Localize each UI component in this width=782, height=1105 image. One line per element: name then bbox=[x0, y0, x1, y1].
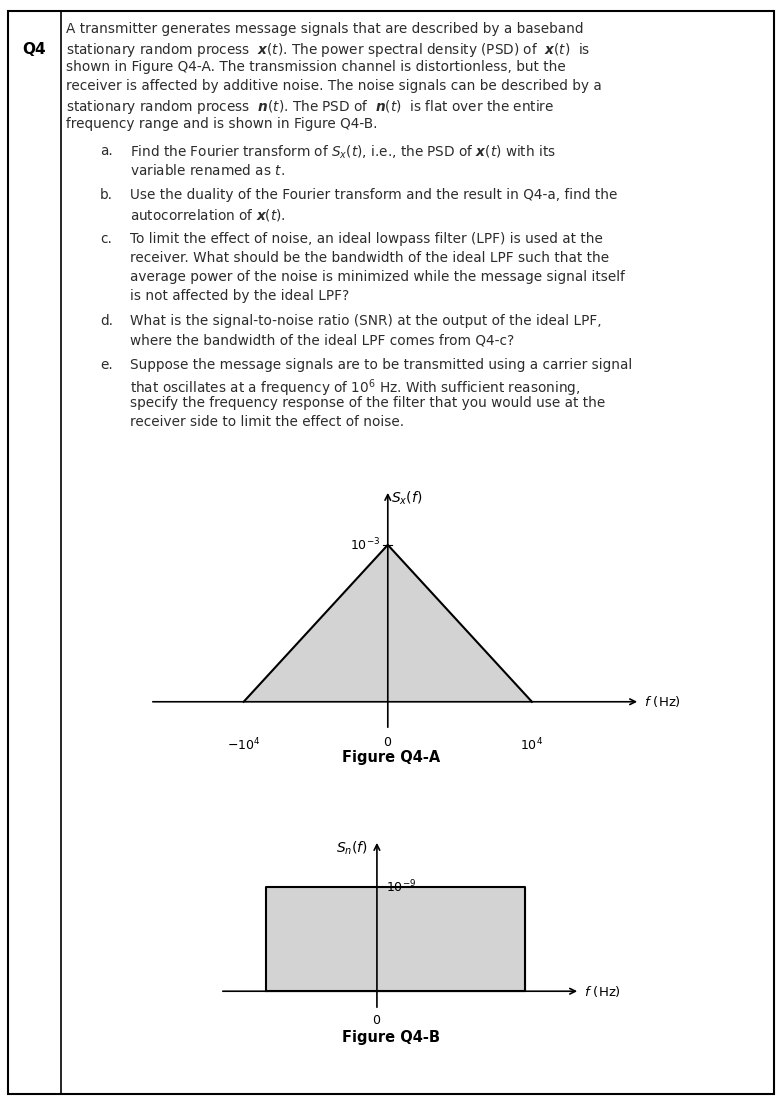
Text: $-10^4$: $-10^4$ bbox=[227, 736, 260, 753]
Text: $S_n(f)$: $S_n(f)$ bbox=[335, 840, 368, 857]
Text: autocorrelation of $\boldsymbol{x}(t)$.: autocorrelation of $\boldsymbol{x}(t)$. bbox=[130, 207, 285, 223]
Text: c.: c. bbox=[100, 232, 112, 246]
Text: specify the frequency response of the filter that you would use at the: specify the frequency response of the fi… bbox=[130, 396, 605, 410]
Text: A transmitter generates message signals that are described by a baseband: A transmitter generates message signals … bbox=[66, 22, 583, 36]
Polygon shape bbox=[266, 887, 525, 991]
Text: d.: d. bbox=[100, 314, 113, 328]
Text: Suppose the message signals are to be transmitted using a carrier signal: Suppose the message signals are to be tr… bbox=[130, 358, 633, 372]
Text: stationary random process  $\boldsymbol{x}(t)$. The power spectral density (PSD): stationary random process $\boldsymbol{x… bbox=[66, 41, 590, 59]
Text: receiver. What should be the bandwidth of the ideal LPF such that the: receiver. What should be the bandwidth o… bbox=[130, 251, 609, 265]
Text: To limit the effect of noise, an ideal lowpass filter (LPF) is used at the: To limit the effect of noise, an ideal l… bbox=[130, 232, 603, 246]
Text: a.: a. bbox=[100, 144, 113, 158]
Text: $0$: $0$ bbox=[372, 1014, 382, 1028]
Text: stationary random process  $\boldsymbol{n}(t)$. The PSD of  $\boldsymbol{n}(t)$ : stationary random process $\boldsymbol{n… bbox=[66, 98, 554, 116]
Text: Use the duality of the Fourier transform and the result in Q4-a, find the: Use the duality of the Fourier transform… bbox=[130, 188, 617, 202]
Text: receiver is affected by additive noise. The noise signals can be described by a: receiver is affected by additive noise. … bbox=[66, 78, 602, 93]
Polygon shape bbox=[244, 545, 532, 702]
Text: Find the Fourier transform of $S_x(t)$, i.e., the PSD of $\boldsymbol{x}(t)$ wit: Find the Fourier transform of $S_x(t)$, … bbox=[130, 144, 556, 161]
Text: shown in Figure Q4-A. The transmission channel is distortionless, but the: shown in Figure Q4-A. The transmission c… bbox=[66, 60, 565, 74]
Text: $S_x(f)$: $S_x(f)$ bbox=[391, 490, 422, 507]
Text: is not affected by the ideal LPF?: is not affected by the ideal LPF? bbox=[130, 290, 350, 303]
Text: Figure Q4-A: Figure Q4-A bbox=[342, 750, 440, 765]
Text: where the bandwidth of the ideal LPF comes from Q4-c?: where the bandwidth of the ideal LPF com… bbox=[130, 333, 515, 347]
Text: What is the signal-to-noise ratio (SNR) at the output of the ideal LPF,: What is the signal-to-noise ratio (SNR) … bbox=[130, 314, 601, 328]
Text: average power of the noise is minimized while the message signal itself: average power of the noise is minimized … bbox=[130, 270, 625, 284]
Text: frequency range and is shown in Figure Q4-B.: frequency range and is shown in Figure Q… bbox=[66, 117, 378, 131]
Text: variable renamed as $t$.: variable renamed as $t$. bbox=[130, 164, 285, 178]
Text: $10^{-9}$: $10^{-9}$ bbox=[386, 878, 416, 895]
Text: b.: b. bbox=[100, 188, 113, 202]
Text: $f$ (Hz): $f$ (Hz) bbox=[583, 983, 621, 999]
Text: $f$ (Hz): $f$ (Hz) bbox=[644, 694, 681, 709]
Text: that oscillates at a frequency of $10^6$ Hz. With sufficient reasoning,: that oscillates at a frequency of $10^6$… bbox=[130, 377, 580, 399]
Text: Figure Q4-B: Figure Q4-B bbox=[342, 1030, 440, 1045]
Text: $10^4$: $10^4$ bbox=[520, 736, 543, 753]
Text: e.: e. bbox=[100, 358, 113, 372]
Text: $10^{-3}$: $10^{-3}$ bbox=[350, 537, 381, 554]
Text: Q4: Q4 bbox=[23, 42, 46, 57]
Text: receiver side to limit the effect of noise.: receiver side to limit the effect of noi… bbox=[130, 415, 404, 429]
Text: $0$: $0$ bbox=[383, 736, 393, 749]
